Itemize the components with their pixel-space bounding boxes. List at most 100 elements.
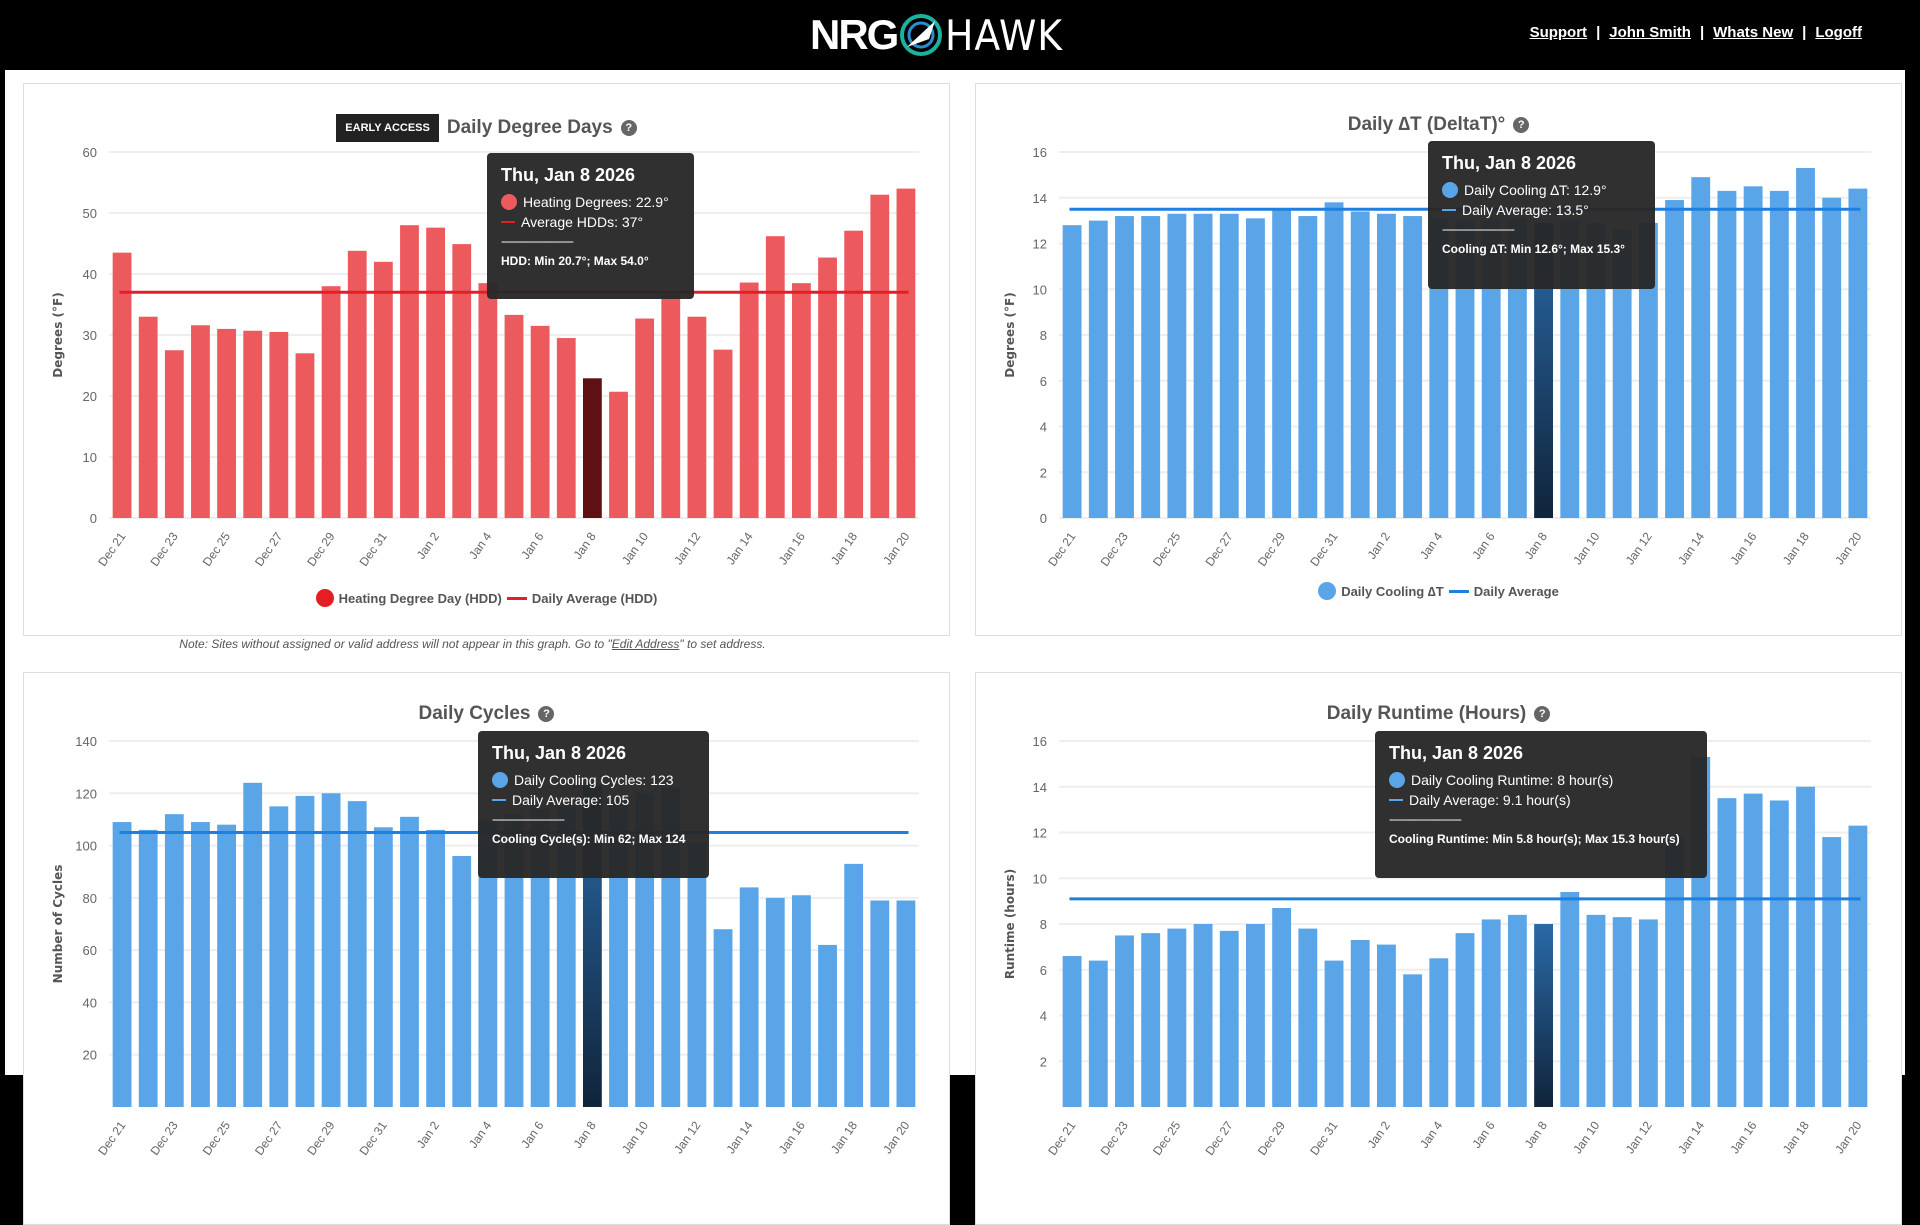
bar-jan-15 [1717,798,1737,1107]
bar-jan-11 [1612,229,1632,518]
user-link[interactable]: John Smith [1609,24,1691,41]
bar-dec-30 [1298,216,1318,519]
y-tick-label: 30 [83,328,97,343]
edit-address-link[interactable]: Edit Address [611,637,680,651]
help-icon[interactable]: ? [538,706,555,722]
whats-new-link[interactable]: Whats New [1713,24,1794,41]
y-axis-label: Degrees (°F) [51,292,65,377]
bar-jan-16 [1743,793,1763,1107]
bar-jan-9 [609,391,628,518]
bar-dec-21 [1062,225,1082,518]
legend-item-hdd[interactable]: Heating Degree Day (HDD) [338,590,502,606]
bar-jan-3 [452,856,472,1107]
x-tick-label: Jan 12 [1623,529,1655,567]
y-tick-label: 40 [83,995,97,1010]
x-tick-label: Dec 29 [304,529,337,568]
chart-title-text: Daily Degree Days [446,117,613,138]
nrg-hawk-logo[interactable]: NRG HAWK [810,10,1064,60]
bar-jan-17 [818,257,837,518]
bar-dec-27 [1219,930,1239,1107]
chart-title: EARLY ACCESS Daily Degree Days ? [24,114,949,142]
help-icon[interactable]: ? [1534,706,1551,722]
logoff-link[interactable]: Logoff [1815,24,1862,41]
tooltip-separator: ------------------------ [492,812,565,826]
x-tick-label: Dec 25 [200,529,233,568]
support-link[interactable]: Support [1529,24,1588,41]
bar-jan-4 [478,819,498,1107]
y-axis-label: Runtime (hours) [1003,869,1017,979]
x-tick-label: Dec 31 [357,529,390,568]
x-tick-label: Jan 4 [466,1118,494,1150]
bar-jan-19 [1822,197,1842,518]
y-tick-label: 12 [1033,237,1047,252]
bar-dec-30 [347,250,367,518]
y-axis-label: Number of Cycles [51,865,65,984]
chart-tooltip: Thu, Jan 8 2026 Daily Cooling Runtime: 8… [1375,731,1707,878]
y-tick-label: 60 [83,145,97,160]
bar-jan-5 [504,814,524,1107]
x-tick-label: Jan 16 [1727,1118,1759,1156]
x-tick-label: Jan 8 [571,1118,599,1150]
legend-item-average[interactable]: Daily Average [1473,583,1559,599]
bar-jan-1 [1350,211,1370,518]
daily-runtime-panel: 2 4 6 8 10 12 14 16 Runtime (hours) Dec 21 Dec 23 D… [975,672,1902,1225]
x-tick-label: Dec 27 [252,1118,285,1157]
bar-dec-26 [1193,924,1213,1107]
bar-dec-29 [1272,907,1292,1107]
bar-jan-13 [1665,837,1684,1107]
chart-tooltip: Thu, Jan 8 2026 Daily Cooling ∆T: 12.9° … [1428,141,1655,289]
bar-dec-24 [191,325,210,518]
daily-delta-t-chart[interactable]: 0 2 4 6 8 10 12 14 16 Degrees (°F) Dec 21 Dec 23 Dec… [976,84,1901,635]
x-tick-label: Jan 6 [1469,529,1497,561]
x-tick-label: Dec 29 [1255,529,1288,568]
y-tick-label: 2 [1040,465,1047,480]
y-tick-label: 120 [75,786,97,801]
x-tick-label: Jan 14 [723,529,755,567]
x-tick-label: Dec 23 [147,1118,180,1157]
chart-legend: Heating Degree Day (HDD) Daily Average (… [24,589,949,607]
bar-dec-24 [191,822,210,1107]
bar-jan-9 [1560,891,1580,1107]
bar-jan-15 [1717,190,1737,518]
help-icon[interactable]: ? [1513,117,1530,133]
x-tick-label: Jan 4 [1417,529,1445,561]
bar-dec-31 [373,261,393,518]
bar-dec-25 [1167,928,1187,1107]
bar-jan-18 [844,230,864,518]
x-tick-label: Dec 21 [1045,1118,1078,1157]
series-dot-icon [492,772,508,788]
legend-dot-icon [315,589,334,607]
x-tick-label: Jan 20 [880,529,912,567]
legend-item-cooling-dt[interactable]: Daily Cooling ∆T [1341,583,1444,599]
x-tick-label: Jan 10 [1570,529,1602,567]
tooltip-title: Thu, Jan 8 2026 [492,743,627,763]
help-icon[interactable]: ? [620,120,637,136]
x-tick-label: Jan 18 [828,1118,860,1156]
bar-jan-2 [1376,944,1396,1107]
bar-dec-26 [1193,213,1213,518]
x-tick-label: Dec 25 [1150,529,1183,568]
bar-jan-7 [1507,218,1527,518]
bar-jan-13 [713,929,733,1107]
bar-dec-31 [373,827,393,1107]
y-tick-label: 6 [1040,374,1047,389]
bar-jan-19 [870,900,890,1107]
bar-jan-8 [1534,222,1554,518]
x-tick-label: Jan 16 [776,529,808,567]
legend-dot-icon [1318,582,1337,600]
bar-jan-7 [556,338,576,518]
bar-jan-3 [1403,216,1423,519]
tooltip-minmax: Cooling Runtime: Min 5.8 hour(s); Max 15… [1389,832,1680,846]
bar-dec-25 [217,328,236,518]
bar-jan-13 [1665,200,1684,518]
bar-jan-14 [739,887,759,1107]
x-tick-label: Dec 31 [1307,529,1340,568]
bar-dec-24 [1141,933,1161,1107]
average-dash-icon [1389,799,1403,801]
chart-title: Daily Runtime (Hours) ? [976,703,1901,725]
bar-dec-22 [138,316,158,518]
x-tick-label: Jan 2 [414,529,442,561]
bar-jan-1 [1350,940,1370,1107]
legend-item-average[interactable]: Daily Average (HDD) [531,590,658,606]
bar-jan-6 [1481,220,1501,518]
